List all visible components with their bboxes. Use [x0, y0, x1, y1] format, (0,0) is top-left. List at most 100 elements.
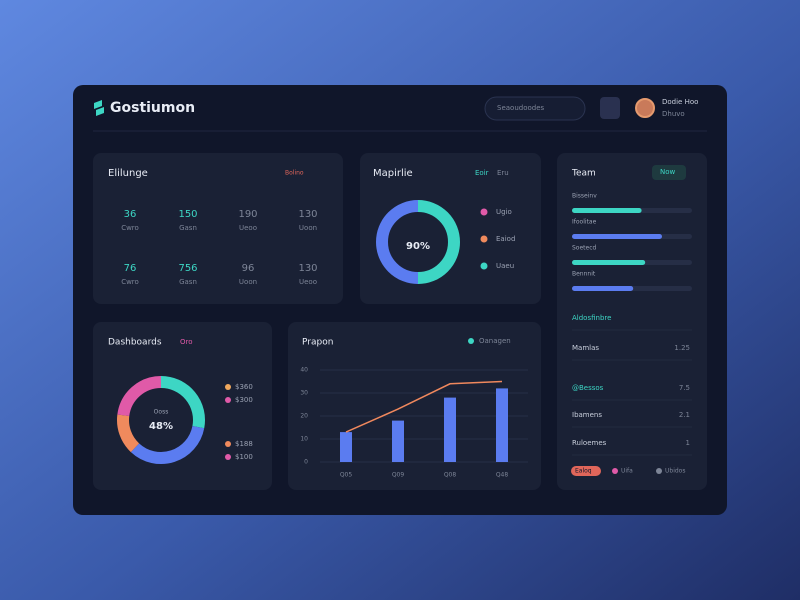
search-box[interactable]: [484, 96, 586, 121]
footer-dot: [612, 468, 618, 474]
card-title: Team: [571, 169, 596, 179]
stat-value: 36: [124, 209, 137, 220]
legend-dot: [480, 235, 488, 243]
card-title: Elilunge: [108, 168, 148, 179]
row-name: Ruloemes: [572, 439, 607, 447]
legend-label: $360: [235, 383, 253, 391]
stat-label: Gasn: [179, 278, 197, 286]
y-tick-label: 40: [300, 367, 308, 374]
row-name: Mamlas: [572, 344, 599, 352]
bar-label: Soetecd: [572, 245, 597, 252]
button-label: Now: [660, 168, 676, 176]
avatar[interactable]: [635, 98, 655, 118]
legend-dot: [225, 384, 231, 390]
ring-segment: [117, 414, 140, 453]
row-value: 1: [686, 439, 690, 447]
stat-label: Ueoo: [299, 278, 317, 286]
x-tick-label: Q05: [340, 472, 353, 479]
progress-bar: [572, 260, 646, 265]
bar-label: Ifoolitae: [572, 219, 597, 226]
chip: Eoir: [475, 169, 489, 177]
x-tick-label: Q09: [392, 472, 405, 479]
x-tick-label: Q48: [496, 472, 509, 479]
user-role: Dhuvo: [662, 110, 685, 118]
ring-segment: [160, 376, 205, 429]
legend-dot: [468, 338, 474, 344]
footer-dot: [656, 468, 662, 474]
row-name: @Bessos: [572, 384, 604, 392]
card-title: Mapirlie: [373, 168, 413, 179]
stat-label: Cwro: [121, 278, 139, 286]
legend-label: Eaiod: [496, 235, 515, 243]
legend-label: $100: [235, 453, 253, 461]
progress-bar: [572, 208, 642, 213]
ring-segment: [117, 376, 162, 417]
bar-label: Bisseinv: [572, 193, 597, 200]
legend-label: Uaeu: [496, 262, 514, 270]
stat-value: 76: [124, 263, 137, 274]
legend-label: $300: [235, 396, 253, 404]
y-tick-label: 20: [300, 413, 308, 420]
footer-label: Uifa: [621, 468, 633, 475]
logo: [94, 100, 104, 116]
stats-card: [93, 153, 343, 304]
row-value: 1.25: [674, 344, 690, 352]
stat-value: 190: [238, 209, 257, 220]
bar: [444, 397, 456, 462]
legend-label: Ugio: [496, 208, 512, 216]
ring-segment: [130, 425, 205, 464]
legend-dot: [480, 208, 488, 216]
stat-value: 96: [242, 263, 255, 274]
progress-bar: [572, 286, 634, 291]
legend-dot: [480, 262, 488, 270]
row-name: Aldosfinbre: [572, 314, 611, 322]
chart-title: Prapon: [302, 338, 333, 348]
bar: [496, 388, 508, 462]
legend-dot: [225, 397, 231, 403]
user-name: Dodie Hoo: [662, 98, 698, 106]
x-tick-label: Q08: [444, 472, 457, 479]
footer-pill[interactable]: [571, 466, 601, 476]
brand: Gostiumon: [110, 100, 195, 116]
card-tag: Oro: [180, 338, 193, 346]
bar-label: Bennnit: [572, 271, 596, 278]
stat-value: 756: [178, 263, 197, 274]
stat-value: 130: [298, 209, 317, 220]
progress-bar: [572, 234, 662, 239]
stat-label: Cwro: [121, 224, 139, 232]
stat-value: 150: [178, 209, 197, 220]
stat-label: Uoon: [239, 278, 257, 286]
ring-segment: [376, 200, 419, 284]
search-text: Seaoudoodes: [497, 104, 545, 112]
trend-line: [345, 380, 503, 433]
y-tick-label: 30: [300, 390, 308, 397]
center-label: 90%: [406, 241, 430, 252]
row-value: 7.5: [679, 384, 690, 392]
center-label: 48%: [149, 421, 173, 432]
legend-dot: [225, 454, 231, 460]
legend-dot: [225, 441, 231, 447]
footer-label: Ubidos: [665, 468, 685, 475]
legend-label: Oanagen: [479, 337, 511, 345]
row-value: 2.1: [679, 411, 690, 419]
now-button[interactable]: [652, 165, 686, 180]
stat-label: Uoon: [299, 224, 317, 232]
chip: Eru: [497, 169, 509, 177]
legend-label: $188: [235, 440, 253, 448]
bar: [340, 432, 352, 462]
footer-label: Ealoq: [575, 468, 592, 475]
y-tick-label: 10: [300, 436, 308, 443]
bar: [392, 420, 404, 462]
stat-label: Gasn: [179, 224, 197, 232]
center-top: Ooss: [154, 409, 169, 416]
stat-value: 130: [298, 263, 317, 274]
menu-button[interactable]: [600, 97, 620, 119]
row-name: Ibamens: [572, 411, 602, 419]
card-title: Dashboards: [108, 338, 162, 348]
ring-segment: [417, 200, 460, 284]
card-link: Bolino: [285, 170, 304, 177]
stat-label: Ueoo: [239, 224, 257, 232]
y-tick-label: 0: [304, 459, 308, 466]
